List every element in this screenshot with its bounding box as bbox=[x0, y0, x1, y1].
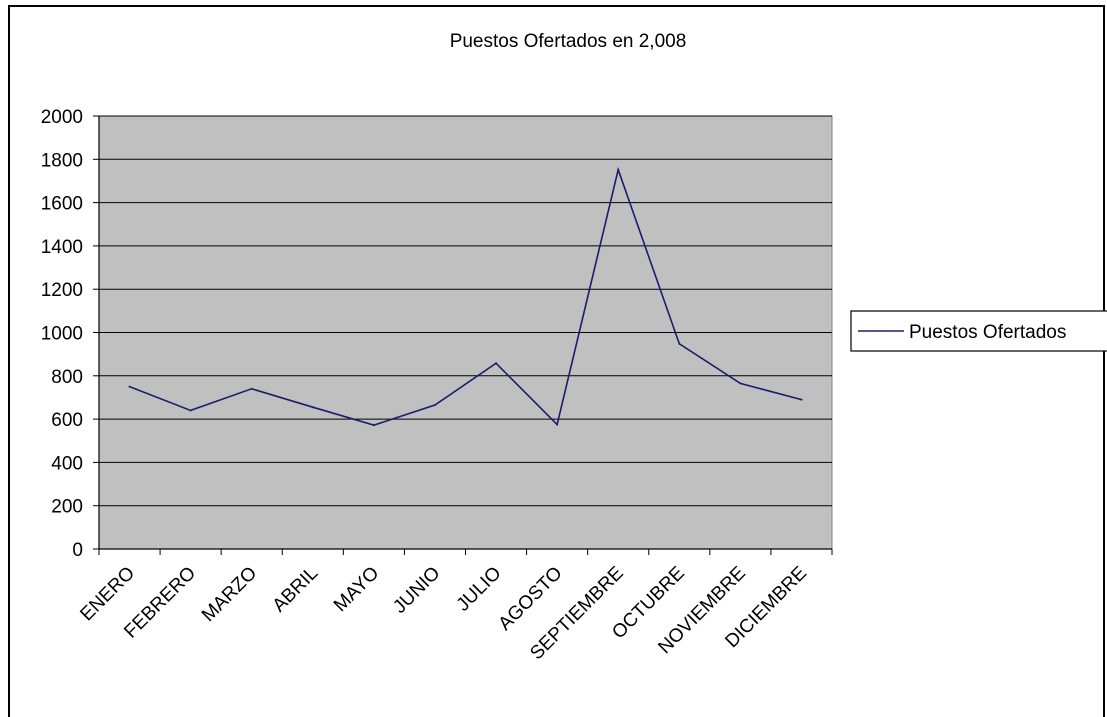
data-point bbox=[128, 385, 131, 388]
x-tick-label: ENERO bbox=[76, 563, 139, 626]
chart-title: Puestos Ofertados en 2,008 bbox=[450, 31, 687, 52]
series-lines bbox=[128, 166, 803, 427]
y-tick-label: 800 bbox=[51, 367, 83, 388]
data-point bbox=[433, 404, 436, 407]
x-tick-label: JULIO bbox=[453, 563, 506, 616]
chart-frame bbox=[8, 5, 1105, 717]
gridlines bbox=[99, 115, 832, 507]
data-point bbox=[678, 342, 681, 345]
y-axis-ticks: 0 200 400 600 800 1000 1200 1400 1600 1800 2000 bbox=[41, 107, 99, 561]
data-point bbox=[189, 409, 192, 412]
y-tick-label: 0 bbox=[72, 540, 83, 561]
y-tick-label: 2000 bbox=[41, 107, 83, 128]
data-point bbox=[739, 382, 742, 385]
x-tick-label: MARZO bbox=[198, 563, 261, 626]
y-tick-label: 200 bbox=[51, 497, 83, 518]
legend-label: Puestos Ofertados bbox=[909, 322, 1066, 343]
y-tick-label: 1000 bbox=[41, 324, 83, 345]
data-point bbox=[250, 387, 253, 390]
series-line bbox=[129, 166, 802, 427]
y-tick-label: 1200 bbox=[41, 280, 83, 301]
y-tick-label: 400 bbox=[51, 453, 83, 474]
data-point bbox=[372, 424, 375, 427]
data-point bbox=[617, 168, 620, 171]
y-tick-label: 1600 bbox=[41, 194, 83, 215]
y-tick-label: 1800 bbox=[41, 150, 83, 171]
y-tick-label: 600 bbox=[51, 410, 83, 431]
x-tick-label: JUNIO bbox=[389, 563, 444, 618]
data-point bbox=[311, 406, 314, 409]
legend: Puestos Ofertados bbox=[850, 310, 1107, 352]
data-point bbox=[495, 362, 498, 365]
x-tick-label: MAYO bbox=[330, 563, 383, 616]
x-tick-label: ABRIL bbox=[269, 563, 323, 617]
y-tick-label: 1400 bbox=[41, 237, 83, 258]
data-point bbox=[556, 423, 559, 426]
data-point bbox=[800, 398, 803, 401]
